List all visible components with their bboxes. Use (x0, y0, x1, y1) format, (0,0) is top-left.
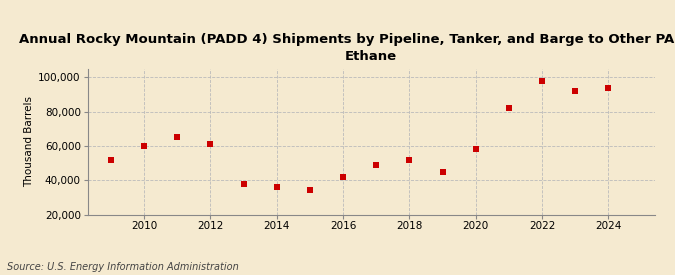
Point (537, 79, 547, 83)
Point (437, 169, 448, 174)
Point (371, 163, 381, 167)
Point (570, 89, 580, 93)
Point (105, 157, 116, 162)
Point (139, 144, 150, 148)
Point (404, 157, 414, 162)
Point (238, 182, 249, 186)
Text: Source: U.S. Energy Information Administration: Source: U.S. Energy Information Administ… (7, 262, 238, 272)
Y-axis label: Thousand Barrels: Thousand Barrels (24, 96, 34, 187)
Point (603, 86, 614, 90)
Point (504, 106, 514, 110)
Point (271, 185, 282, 189)
Point (470, 147, 481, 152)
Point (205, 142, 216, 146)
Title: Annual Rocky Mountain (PADD 4) Shipments by Pipeline, Tanker, and Barge to Other: Annual Rocky Mountain (PADD 4) Shipments… (19, 34, 675, 64)
Point (304, 188, 315, 193)
Point (338, 175, 348, 179)
Point (172, 135, 183, 139)
